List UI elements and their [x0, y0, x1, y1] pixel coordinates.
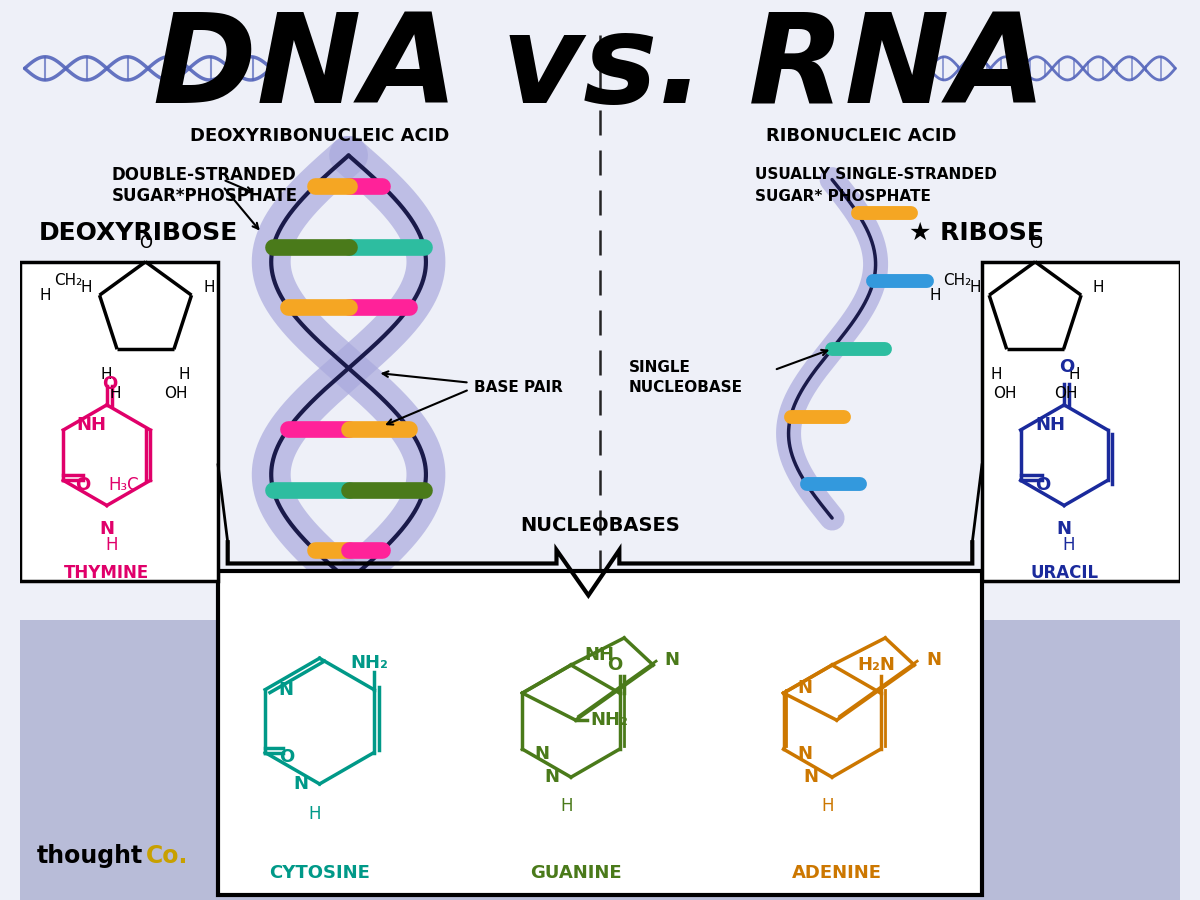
Text: O: O — [607, 656, 623, 674]
Text: H: H — [101, 366, 113, 382]
Bar — [20, 619, 1181, 900]
Text: URACIL: URACIL — [1030, 564, 1098, 582]
Text: O: O — [1060, 358, 1075, 376]
Text: NH: NH — [1036, 416, 1066, 434]
Text: N: N — [926, 652, 941, 670]
Text: H: H — [80, 280, 91, 295]
Text: H: H — [109, 386, 121, 401]
Text: NH₂: NH₂ — [590, 711, 628, 729]
Text: SUGAR*PHOSPHATE: SUGAR*PHOSPHATE — [112, 187, 298, 205]
Text: H: H — [560, 796, 572, 814]
Text: SINGLE
NUCLEOBASE: SINGLE NUCLEOBASE — [629, 360, 743, 395]
Text: thought: thought — [37, 844, 144, 868]
Text: NH: NH — [584, 646, 614, 664]
Text: OH: OH — [994, 386, 1016, 401]
Text: H: H — [106, 536, 118, 554]
Text: N: N — [797, 680, 812, 698]
Text: H: H — [203, 280, 215, 295]
Text: GUANINE: GUANINE — [530, 864, 622, 882]
Text: H: H — [1093, 280, 1104, 295]
Text: H: H — [1063, 536, 1075, 554]
Text: THYMINE: THYMINE — [65, 564, 150, 582]
Text: N: N — [797, 745, 812, 763]
Text: DEOXYRIBONUCLEIC ACID: DEOXYRIBONUCLEIC ACID — [190, 127, 449, 145]
Text: CYTOSINE: CYTOSINE — [269, 864, 370, 882]
Bar — [20, 262, 218, 580]
Text: DNA vs. RNA: DNA vs. RNA — [154, 8, 1046, 129]
Text: N: N — [1057, 520, 1072, 538]
Text: H: H — [179, 366, 191, 382]
Text: CH₂: CH₂ — [54, 274, 82, 288]
Text: H: H — [40, 288, 52, 302]
Bar — [982, 262, 1181, 580]
Text: H: H — [990, 366, 1002, 382]
Text: H: H — [821, 796, 834, 814]
Text: N: N — [534, 745, 550, 763]
Text: N: N — [100, 520, 114, 538]
Text: H₃C: H₃C — [108, 476, 139, 494]
Text: N: N — [278, 680, 294, 698]
Text: NH: NH — [77, 416, 107, 434]
Text: USUALLY SINGLE-STRANDED: USUALLY SINGLE-STRANDED — [755, 167, 996, 182]
Text: N: N — [665, 652, 679, 670]
Text: H: H — [1068, 366, 1080, 382]
Text: N: N — [545, 769, 559, 787]
Text: H: H — [970, 280, 982, 295]
Text: O: O — [102, 375, 118, 393]
Text: O: O — [278, 749, 294, 767]
Text: ★ RIBOSE: ★ RIBOSE — [910, 220, 1044, 245]
Text: NH₂: NH₂ — [350, 654, 388, 672]
Text: O: O — [74, 476, 90, 494]
Text: DOUBLE-STRANDED: DOUBLE-STRANDED — [112, 166, 296, 184]
Text: BASE PAIR: BASE PAIR — [474, 380, 563, 395]
Bar — [20, 30, 1181, 619]
Bar — [218, 572, 982, 896]
Text: H₂N: H₂N — [857, 656, 895, 674]
Text: DEOXYRIBOSE: DEOXYRIBOSE — [40, 220, 239, 245]
Text: H: H — [308, 806, 320, 824]
Text: CH₂: CH₂ — [943, 274, 972, 288]
Text: SUGAR* PHOSPHATE: SUGAR* PHOSPHATE — [755, 188, 930, 203]
Text: O: O — [139, 234, 152, 252]
Text: NUCLEOBASES: NUCLEOBASES — [520, 517, 680, 535]
Text: ADENINE: ADENINE — [792, 864, 882, 882]
Text: OH: OH — [164, 386, 187, 401]
Text: O: O — [1028, 234, 1042, 252]
Text: N: N — [804, 769, 818, 787]
Text: RIBONUCLEIC ACID: RIBONUCLEIC ACID — [766, 127, 956, 145]
Text: Co.: Co. — [145, 844, 188, 868]
Text: OH: OH — [1054, 386, 1078, 401]
Text: O: O — [1036, 476, 1050, 494]
Text: N: N — [293, 775, 308, 793]
Text: H: H — [929, 288, 941, 302]
